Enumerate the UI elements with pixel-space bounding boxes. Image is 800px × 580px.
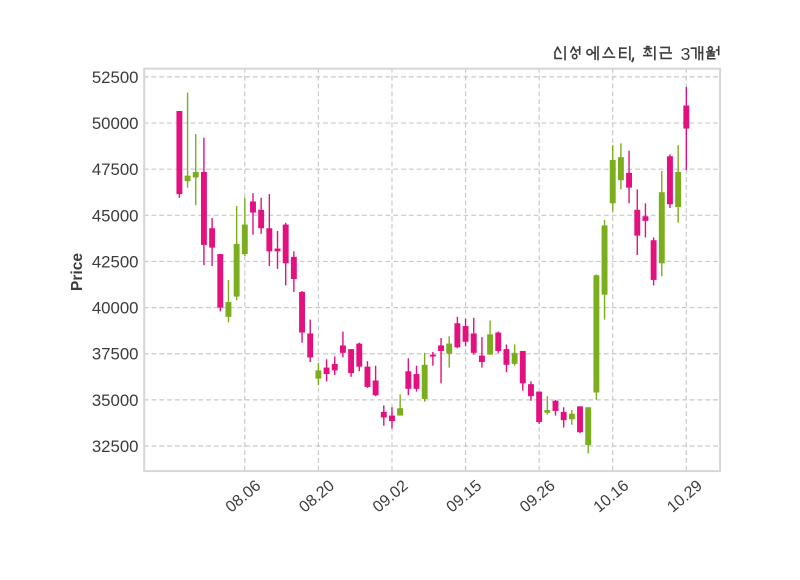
- svg-text:52500: 52500: [92, 68, 139, 87]
- svg-text:3: 3: [681, 44, 691, 64]
- svg-text:40000: 40000: [92, 299, 139, 318]
- svg-text:42500: 42500: [92, 253, 139, 272]
- svg-text:Price: Price: [69, 253, 86, 291]
- svg-text:47500: 47500: [92, 160, 139, 179]
- svg-text:32500: 32500: [92, 437, 139, 456]
- svg-text:35000: 35000: [92, 391, 139, 410]
- svg-text:50000: 50000: [92, 114, 139, 133]
- svg-text:37500: 37500: [92, 345, 139, 364]
- svg-text:45000: 45000: [92, 206, 139, 225]
